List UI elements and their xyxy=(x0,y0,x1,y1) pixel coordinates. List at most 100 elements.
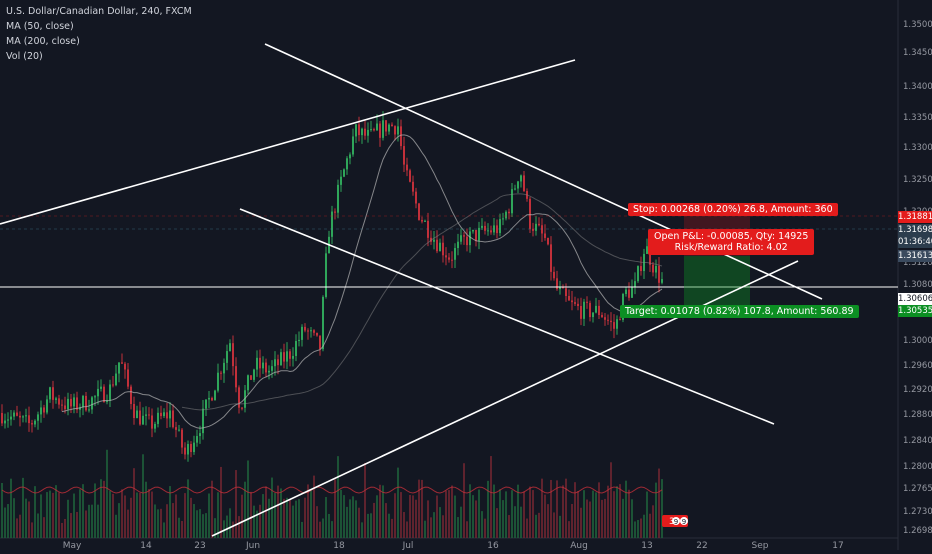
ma50-label[interactable]: MA (50, close) xyxy=(6,21,74,32)
volume-bar xyxy=(571,504,573,538)
ma200-line xyxy=(181,193,663,411)
volume-bar xyxy=(286,497,288,538)
candle-body xyxy=(289,351,291,359)
pnl-label[interactable]: Open P&L: -0.00085, Qty: 14925 Risk/Rewa… xyxy=(648,229,815,255)
volume-bar xyxy=(358,507,360,538)
volume-bar xyxy=(250,491,252,538)
candle-body xyxy=(13,412,15,417)
volume-bar xyxy=(190,497,192,538)
x-tick-label: 22 xyxy=(696,541,707,550)
candle-body xyxy=(172,410,174,428)
candle-body xyxy=(481,225,483,228)
volume-bar xyxy=(184,493,186,538)
candle-body xyxy=(535,223,537,231)
candle-body xyxy=(274,359,276,367)
volume-bar xyxy=(577,491,579,538)
candle-body xyxy=(553,271,555,279)
volume-bar xyxy=(466,521,468,538)
candle-body xyxy=(109,384,111,401)
candle-body xyxy=(277,359,279,366)
candle-body xyxy=(598,305,600,315)
candle-body xyxy=(295,341,297,356)
volume-bar xyxy=(262,494,264,538)
volume-bar xyxy=(337,456,339,538)
volume-bar xyxy=(445,490,447,538)
y-tick-label: 1.34500 xyxy=(903,48,932,58)
volume-label[interactable]: Vol (20) xyxy=(6,51,43,62)
volume-bar xyxy=(292,505,294,538)
candle-body xyxy=(595,305,597,313)
volume-bar xyxy=(616,486,618,538)
volume-bar xyxy=(82,484,84,538)
candle-body xyxy=(166,412,168,419)
candle-body xyxy=(631,286,633,298)
candle-body xyxy=(319,335,321,350)
volume-bar xyxy=(49,490,51,538)
candle-body xyxy=(253,369,255,380)
volume-bar xyxy=(490,456,492,538)
candle-body xyxy=(601,314,603,318)
candle-body xyxy=(145,414,147,416)
volume-badge-icon xyxy=(672,517,680,525)
candle-body xyxy=(169,410,171,419)
x-tick-label: 16 xyxy=(487,541,499,550)
volume-bar xyxy=(481,511,483,538)
candle-body xyxy=(394,126,396,135)
candle-body xyxy=(151,415,153,429)
candle-body xyxy=(502,218,504,220)
volume-bar xyxy=(478,489,480,538)
volume-bar xyxy=(238,516,240,538)
candle-body xyxy=(514,188,516,190)
volume-bar xyxy=(139,492,141,538)
ma200-label[interactable]: MA (200, close) xyxy=(6,36,80,47)
candle-body xyxy=(46,399,48,413)
target-label[interactable]: Target: 0.01078 (0.82%) 107.8, Amount: 5… xyxy=(620,305,859,318)
x-tick-label: 14 xyxy=(140,541,152,550)
candle-body xyxy=(577,303,579,306)
candle-body xyxy=(529,198,531,229)
candle-body xyxy=(112,384,114,386)
symbol-title[interactable]: U.S. Dollar/Canadian Dollar, 240, FXCM xyxy=(6,6,192,17)
candle-body xyxy=(448,257,450,260)
volume-bar xyxy=(592,490,594,538)
candle-body xyxy=(133,403,135,419)
volume-bar xyxy=(322,518,324,538)
candle-body xyxy=(79,407,81,410)
risk-reward-text: Risk/Reward Ratio: 4.02 xyxy=(674,242,788,253)
candle-body xyxy=(403,146,405,165)
candle-body xyxy=(82,395,84,408)
candle-body xyxy=(43,407,45,413)
price-label-stop: 1.31881 xyxy=(898,211,932,223)
volume-bar xyxy=(421,479,423,538)
candle-body xyxy=(406,164,408,171)
volume-bar xyxy=(391,518,393,538)
volume-bar xyxy=(310,489,312,538)
candle-body xyxy=(28,415,30,424)
candle-body xyxy=(160,412,162,417)
candle-body xyxy=(163,412,165,417)
y-tick-label: 1.26980 xyxy=(903,526,932,536)
volume-bar xyxy=(649,513,651,538)
volume-bar xyxy=(463,463,465,538)
volume-bar xyxy=(517,484,519,538)
candle-body xyxy=(298,339,300,342)
volume-bar xyxy=(64,518,66,538)
volume-bar xyxy=(205,513,207,538)
candle-body xyxy=(484,225,486,231)
candle-body xyxy=(88,409,90,411)
candle-body xyxy=(478,227,480,241)
y-tick-label: 1.30000 xyxy=(903,336,932,346)
volume-bar xyxy=(565,478,567,538)
volume-ma-line xyxy=(1,486,663,494)
stop-label[interactable]: Stop: 0.00268 (0.20%) 26.8, Amount: 360 xyxy=(628,203,838,216)
volume-bar xyxy=(166,504,168,538)
volume-bar xyxy=(259,504,261,538)
candle-body xyxy=(187,444,189,455)
volume-bar xyxy=(436,495,438,538)
volume-bar xyxy=(451,485,453,538)
candle-body xyxy=(67,398,69,410)
candle-body xyxy=(4,420,6,424)
volume-bar xyxy=(370,513,372,538)
